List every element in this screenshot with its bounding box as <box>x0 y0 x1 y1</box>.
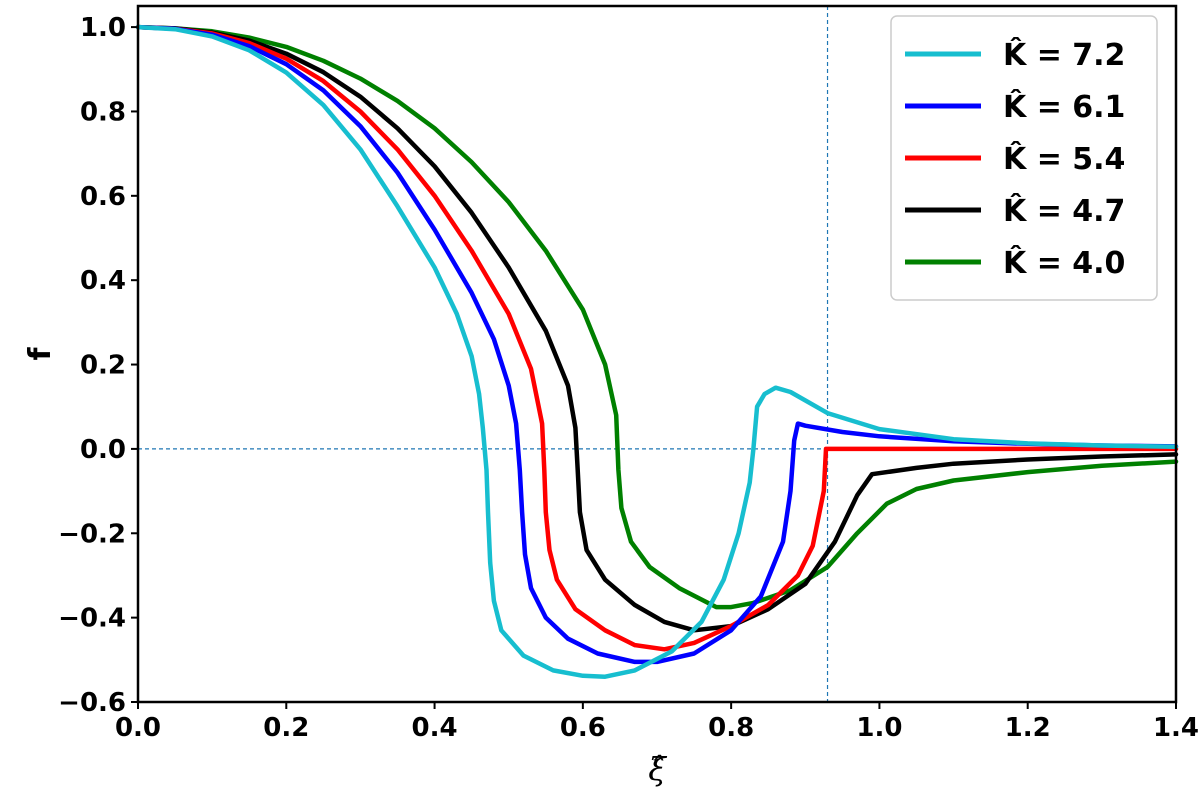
series-line-3 <box>135 24 1179 633</box>
y-tick-label: 0.6 <box>80 182 126 212</box>
y-tick-label: 1.0 <box>80 13 126 43</box>
legend-label: K̂ = 6.1 <box>1003 90 1125 125</box>
series-layer <box>135 24 1179 679</box>
legend: K̂ = 7.2 K̂ = 6.1 K̂ = 5.4 K̂ = 4.7 K̂ = 4.0 <box>890 15 1158 301</box>
y-axis-label: f <box>23 347 58 361</box>
series-line-2 <box>135 24 1179 652</box>
y-tick-label: 0.2 <box>80 351 126 381</box>
x-axis-ticks: 0.0 0.2 0.4 0.6 0.8 1.0 1.2 1.4 <box>115 702 1199 743</box>
y-tick-label: −0.6 <box>58 688 126 718</box>
y-tick-label: −0.4 <box>58 604 126 634</box>
x-tick-label: 0.6 <box>560 713 606 743</box>
series-line-4 <box>135 24 1179 610</box>
x-tick-label: 1.4 <box>1153 713 1199 743</box>
x-tick-label: 0.4 <box>412 713 458 743</box>
y-tick-label: 0.0 <box>80 435 126 465</box>
series-line-1 <box>135 24 1179 665</box>
x-tick-label: 0.0 <box>115 713 161 743</box>
legend-label: K̂ = 4.0 <box>1003 246 1125 281</box>
legend-label: K̂ = 7.2 <box>1003 38 1125 73</box>
x-tick-label: 1.0 <box>856 713 902 743</box>
legend-label: K̂ = 5.4 <box>1003 142 1125 177</box>
y-tick-label: −0.2 <box>58 519 126 549</box>
y-axis-ticks: −0.6 −0.4 −0.2 0.0 0.2 0.4 0.6 0.8 1.0 <box>58 13 138 718</box>
series-line-0 <box>135 24 1179 679</box>
legend-label: K̂ = 4.7 <box>1003 194 1125 229</box>
plot-frame <box>136 4 1178 704</box>
legend-box <box>890 15 1158 301</box>
x-tick-label: 0.8 <box>708 713 754 743</box>
y-tick-label: 0.4 <box>80 266 126 296</box>
y-tick-label: 0.8 <box>80 97 126 127</box>
x-axis-label: ξ̂ <box>648 750 667 788</box>
x-tick-label: 1.2 <box>1005 713 1051 743</box>
x-tick-label: 0.2 <box>263 713 309 743</box>
